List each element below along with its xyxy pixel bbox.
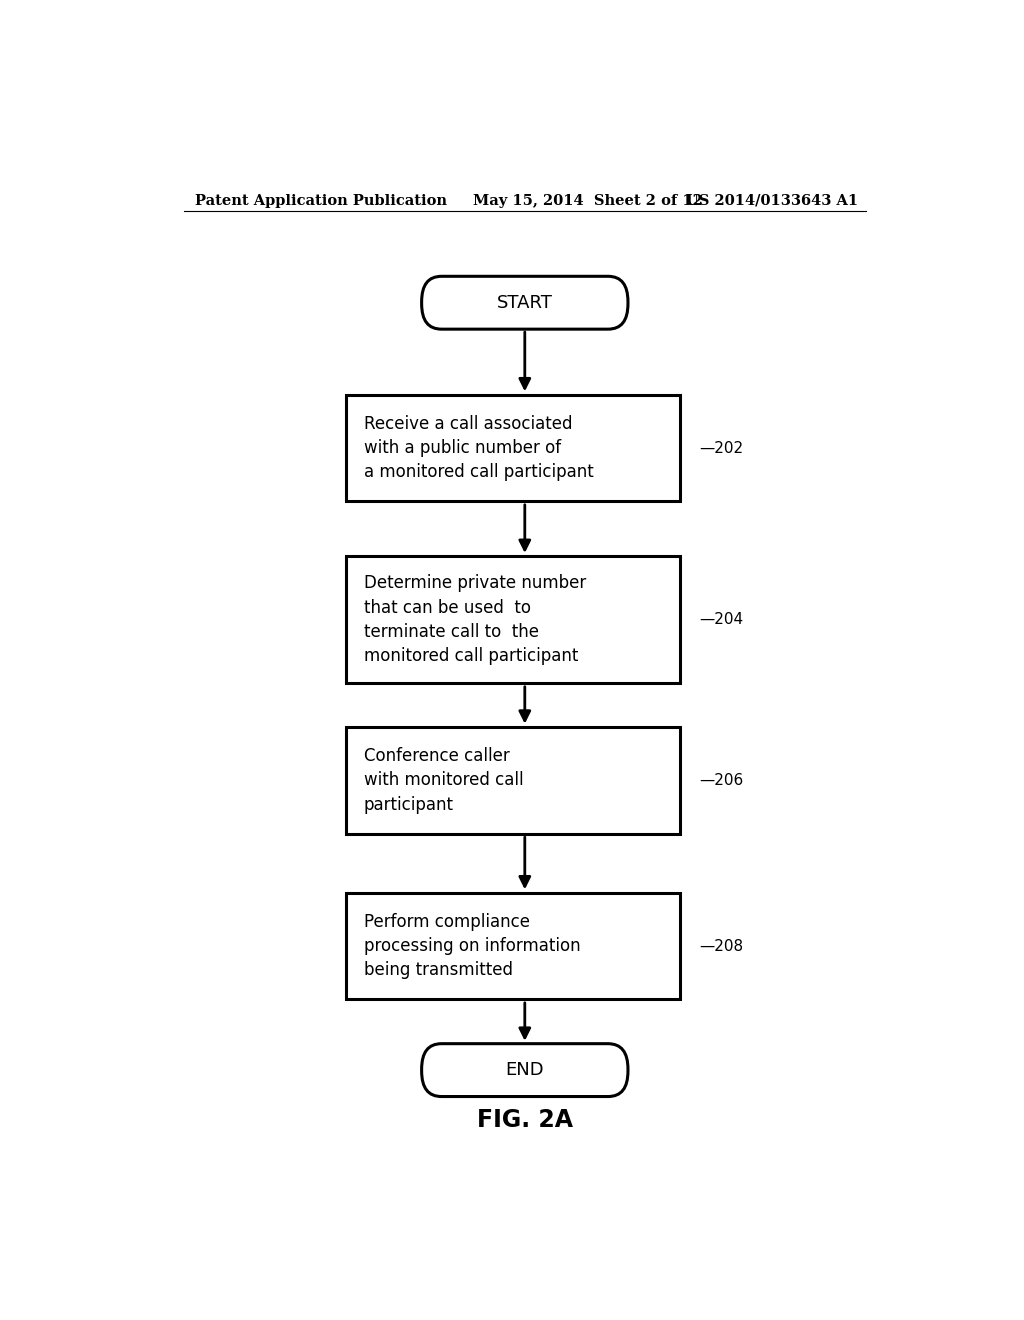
Bar — [346, 556, 680, 684]
Text: US 2014/0133643 A1: US 2014/0133643 A1 — [686, 194, 858, 209]
Text: START: START — [497, 294, 553, 312]
Text: FIG. 2A: FIG. 2A — [477, 1107, 572, 1133]
Text: Receive a call associated
with a public number of
a monitored call participant: Receive a call associated with a public … — [364, 414, 594, 482]
Text: END: END — [506, 1061, 544, 1080]
Text: —206: —206 — [699, 774, 743, 788]
FancyBboxPatch shape — [422, 1044, 628, 1097]
Bar — [346, 892, 680, 999]
Text: —208: —208 — [699, 939, 743, 953]
FancyBboxPatch shape — [422, 276, 628, 329]
Text: May 15, 2014  Sheet 2 of 12: May 15, 2014 Sheet 2 of 12 — [473, 194, 703, 209]
Text: Perform compliance
processing on information
being transmitted: Perform compliance processing on informa… — [364, 913, 581, 979]
Text: Patent Application Publication: Patent Application Publication — [196, 194, 447, 209]
Text: Determine private number
that can be used  to
terminate call to  the
monitored c: Determine private number that can be use… — [364, 574, 586, 665]
Bar — [346, 395, 680, 502]
Bar — [346, 727, 680, 834]
Text: —204: —204 — [699, 612, 743, 627]
Text: Conference caller
with monitored call
participant: Conference caller with monitored call pa… — [364, 747, 523, 813]
Text: —202: —202 — [699, 441, 743, 455]
